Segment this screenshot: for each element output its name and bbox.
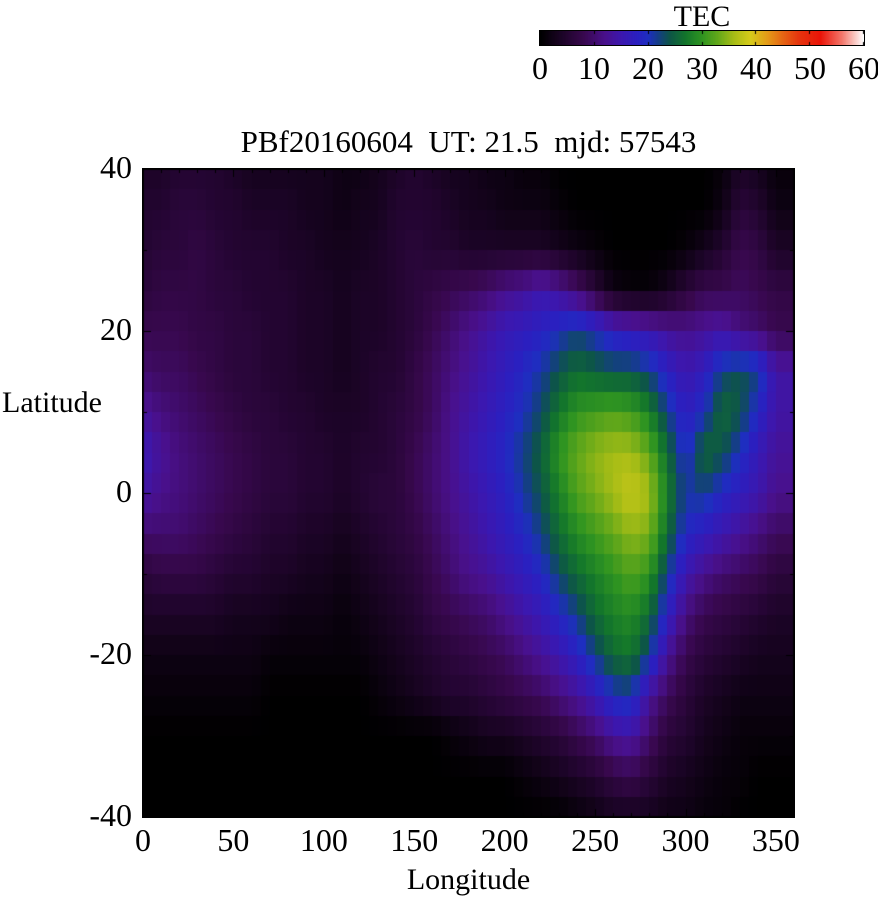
plot-area: [142, 168, 795, 818]
colorbar-title: TEC: [673, 0, 731, 33]
y-tick-label: -40: [89, 797, 132, 833]
x-tick-label: 250: [571, 822, 620, 858]
colorbar-tick-label: 0: [532, 50, 548, 86]
x-tick-label: 300: [661, 822, 710, 858]
y-tick-label: -20: [89, 635, 132, 671]
x-tick-label: 0: [135, 822, 151, 858]
x-tick-label: 350: [751, 822, 800, 858]
colorbar-tick-label: 60: [848, 50, 878, 86]
x-axis-label: Longitude: [406, 863, 531, 896]
colorbar-gradient-canvas: [540, 31, 864, 45]
y-tick-label: 0: [116, 473, 132, 509]
x-tick-label: 150: [390, 822, 439, 858]
x-tick-label: 100: [299, 822, 348, 858]
y-axis-label: Latitude: [2, 386, 102, 419]
colorbar: [539, 30, 865, 46]
tec-heatmap-canvas: [143, 169, 794, 817]
colorbar-tick-label: 10: [578, 50, 610, 86]
colorbar-tick-label: 20: [632, 50, 664, 86]
y-tick-label: 20: [100, 311, 132, 347]
plot-title: PBf20160604 UT: 21.5 mjd: 57543: [240, 124, 697, 159]
x-tick-label: 50: [217, 822, 250, 858]
colorbar-tick-label: 30: [686, 50, 718, 86]
y-tick-label: 40: [100, 149, 132, 185]
colorbar-tick-label: 40: [740, 50, 772, 86]
x-tick-label: 200: [480, 822, 529, 858]
colorbar-tick-label: 50: [794, 50, 826, 86]
